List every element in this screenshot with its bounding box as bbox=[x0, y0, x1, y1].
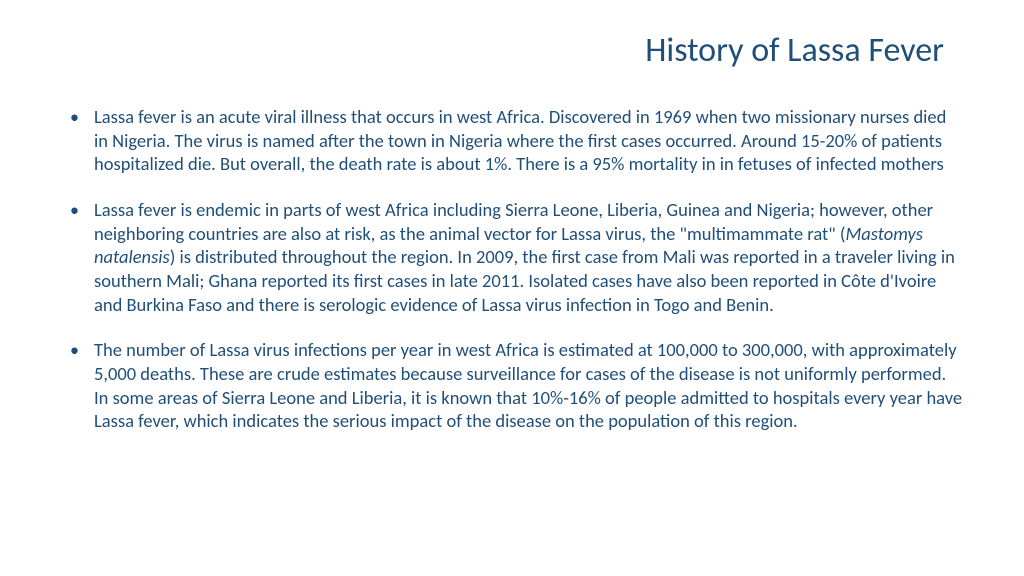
bullet-text: Lassa fever is an acute viral illness th… bbox=[94, 105, 964, 176]
slide-title: History of Lassa Fever bbox=[60, 30, 964, 71]
bullet-text: The number of Lassa virus infections per… bbox=[94, 338, 964, 433]
slide-container: History of Lassa Fever • Lassa fever is … bbox=[0, 0, 1024, 576]
slide-content: • Lassa fever is an acute viral illness … bbox=[60, 105, 964, 433]
bullet-marker: • bbox=[70, 198, 94, 316]
text-segment: Lassa fever is endemic in parts of west … bbox=[94, 198, 933, 245]
bullet-marker: • bbox=[70, 338, 94, 433]
text-segment: ) is distributed throughout the region. … bbox=[94, 245, 955, 315]
bullet-item: • Lassa fever is endemic in parts of wes… bbox=[70, 198, 964, 316]
bullet-item: • Lassa fever is an acute viral illness … bbox=[70, 105, 964, 176]
bullet-marker: • bbox=[70, 105, 94, 176]
bullet-item: • The number of Lassa virus infections p… bbox=[70, 338, 964, 433]
bullet-text: Lassa fever is endemic in parts of west … bbox=[94, 198, 964, 316]
